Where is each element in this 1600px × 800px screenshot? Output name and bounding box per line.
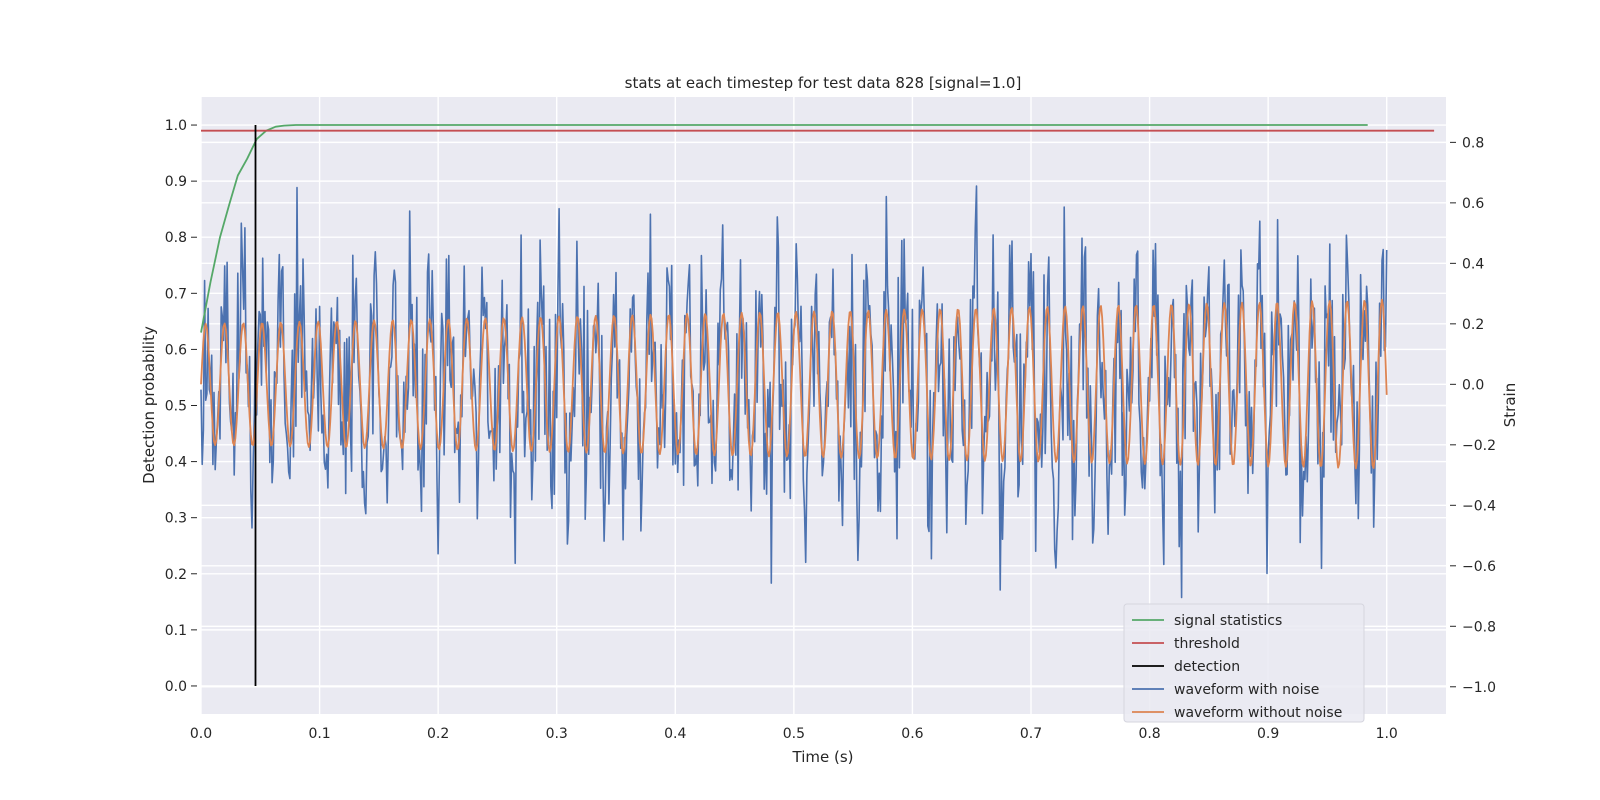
- x-tick-label: 0.8: [1138, 726, 1160, 742]
- y2-tick-label: −1.0: [1462, 680, 1496, 696]
- y-tick-label: 1.0: [165, 118, 187, 134]
- y-tick-label: 0.3: [165, 511, 187, 527]
- y2-tick-label: −0.4: [1462, 498, 1496, 514]
- x-tick-label: 0.7: [1020, 726, 1042, 742]
- x-tick-label: 1.0: [1376, 726, 1398, 742]
- y2-tick-label: 0.0: [1462, 377, 1484, 393]
- y2-tick-label: 0.8: [1462, 135, 1484, 151]
- legend-label: waveform without noise: [1174, 705, 1342, 721]
- x-tick-label: 0.5: [783, 726, 805, 742]
- y-tick-label: 0.4: [165, 455, 187, 471]
- legend-label: threshold: [1174, 636, 1240, 652]
- y-tick-label: 0.7: [165, 286, 187, 302]
- chart-title: stats at each timestep for test data 828…: [625, 74, 1022, 92]
- y-axis-left-title: Detection probability: [140, 326, 158, 484]
- x-tick-label: 0.1: [308, 726, 330, 742]
- y-tick-label: 0.0: [165, 679, 187, 695]
- y-axis-right-ticks: −1.0 −0.8 −0.6 −0.4 −0.2 0.0 0.2 0.4 0.6 0.8: [1450, 135, 1496, 696]
- legend-label: detection: [1174, 659, 1240, 675]
- y-tick-label: 0.5: [165, 399, 187, 415]
- y2-tick-label: 0.6: [1462, 196, 1484, 212]
- y2-tick-label: 0.4: [1462, 256, 1484, 272]
- y-tick-label: 0.6: [165, 342, 187, 358]
- y2-tick-label: −0.8: [1462, 619, 1496, 635]
- y2-tick-label: 0.2: [1462, 317, 1484, 333]
- legend-label: waveform with noise: [1174, 682, 1319, 698]
- legend-box: [1123, 603, 1365, 723]
- y-tick-label: 0.1: [165, 623, 187, 639]
- y-axis-right-title: Strain: [1501, 383, 1519, 427]
- y-axis-left-ticks: 0.0 0.1 0.2 0.3 0.4 0.5 0.6 0.7 0.8 0.9 1.0: [165, 118, 197, 695]
- x-tick-label: 0.3: [546, 726, 568, 742]
- x-axis-ticks: 0.0 0.1 0.2 0.3 0.4 0.5 0.6 0.7 0.8 0.9 1.0: [190, 726, 1398, 742]
- x-tick-label: 0.2: [427, 726, 449, 742]
- legend-label: signal statistics: [1174, 613, 1282, 629]
- legend: signal statistics threshold detection wavef…: [1123, 603, 1365, 723]
- x-tick-label: 0.4: [664, 726, 686, 742]
- y-tick-label: 0.8: [165, 230, 187, 246]
- x-tick-label: 0.9: [1257, 726, 1279, 742]
- series-signal-statistics: [200, 124, 1368, 333]
- x-tick-label: 0.0: [190, 726, 212, 742]
- y-tick-label: 0.9: [165, 174, 187, 190]
- series-waveform-without-noise: [200, 298, 1388, 470]
- y-tick-label: 0.2: [165, 567, 187, 583]
- x-axis-title: Time (s): [792, 748, 854, 766]
- x-tick-label: 0.6: [901, 726, 923, 742]
- y2-tick-label: −0.6: [1462, 559, 1496, 575]
- series-layer: [200, 124, 1435, 686]
- y2-tick-label: −0.2: [1462, 438, 1496, 454]
